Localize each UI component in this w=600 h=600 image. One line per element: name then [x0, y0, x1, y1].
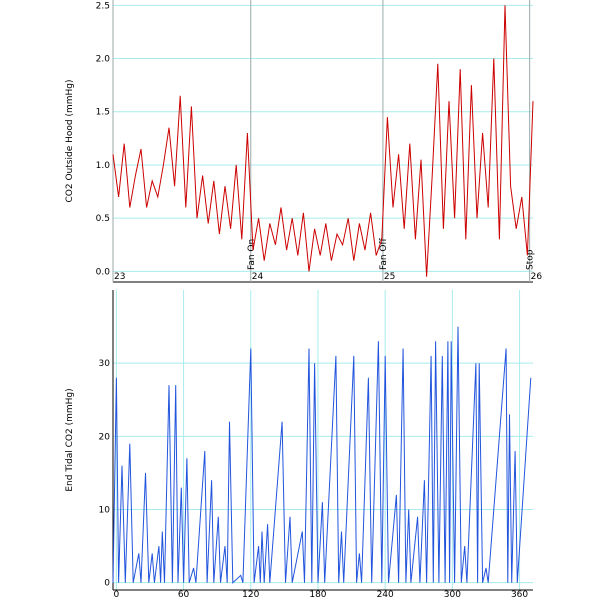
y-tick-label: 10 — [99, 506, 111, 516]
y-tick-label: 20 — [99, 432, 111, 442]
x-tick-label: 120 — [242, 590, 259, 600]
data-line — [112, 5, 534, 277]
y-tick-label: 30 — [99, 359, 111, 369]
y-tick-label: 2.0 — [96, 55, 111, 65]
x-tick-label: 60 — [178, 590, 190, 600]
x-tick-label: 0 — [113, 590, 119, 600]
x-tick-label: 360 — [511, 590, 528, 600]
data-line — [112, 326, 532, 584]
y-axis-title: End Tidal CO2 (mmHg) — [65, 388, 75, 491]
event-label: 25 — [384, 272, 395, 282]
event-label: 26 — [531, 272, 543, 282]
y-axis-title: CO2 Outside Hood (mmHg) — [65, 80, 75, 203]
y-tick-label: 1.0 — [96, 161, 111, 171]
y-tick-label: 2.5 — [96, 1, 110, 11]
event-note: Fan Off — [379, 237, 389, 270]
event-label: 24 — [252, 272, 264, 282]
y-tick-label: 0.0 — [96, 267, 111, 277]
y-tick-label: 0.5 — [96, 214, 110, 224]
event-label: 23 — [114, 272, 125, 282]
y-tick-label: 0 — [104, 579, 110, 589]
x-tick-label: 300 — [444, 590, 461, 600]
event-note: Stop — [526, 249, 536, 270]
x-tick-label: 240 — [377, 590, 394, 600]
event-note: Fan On — [247, 239, 257, 270]
y-tick-label: 1.5 — [96, 108, 110, 118]
x-tick-label: 180 — [309, 590, 326, 600]
